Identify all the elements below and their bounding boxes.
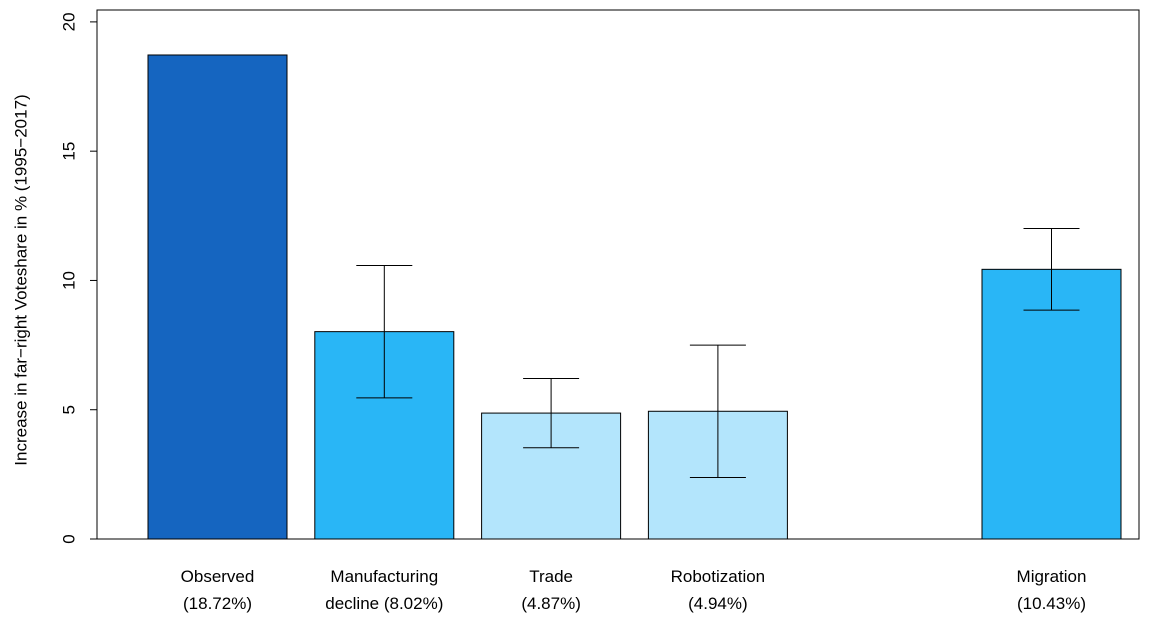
bar [147, 54, 288, 540]
x-tick-label: Manufacturing decline (8.02%) [325, 567, 444, 613]
y-tick-label: 20 [59, 12, 78, 31]
error-bar [1023, 227, 1080, 311]
y-tick-label: 5 [59, 405, 78, 414]
y-axis-label: Increase in far−right Voteshare in % (19… [11, 94, 30, 465]
error-bar [523, 377, 580, 449]
x-tick-label: Observed (18.72%) [180, 567, 255, 613]
x-tick-label: Robotization (4.94%) [670, 567, 766, 613]
x-tick-label: Trade (4.87%) [521, 567, 581, 613]
y-tick-label: 0 [59, 534, 78, 543]
y-tick-label: 10 [59, 271, 78, 290]
plot-frame [96, 9, 1140, 540]
y-tick-label: 15 [59, 142, 78, 161]
bar [981, 268, 1122, 540]
error-bar [689, 344, 746, 478]
x-tick-label: Migration (10.43%) [1016, 567, 1087, 613]
error-bar [356, 264, 413, 399]
